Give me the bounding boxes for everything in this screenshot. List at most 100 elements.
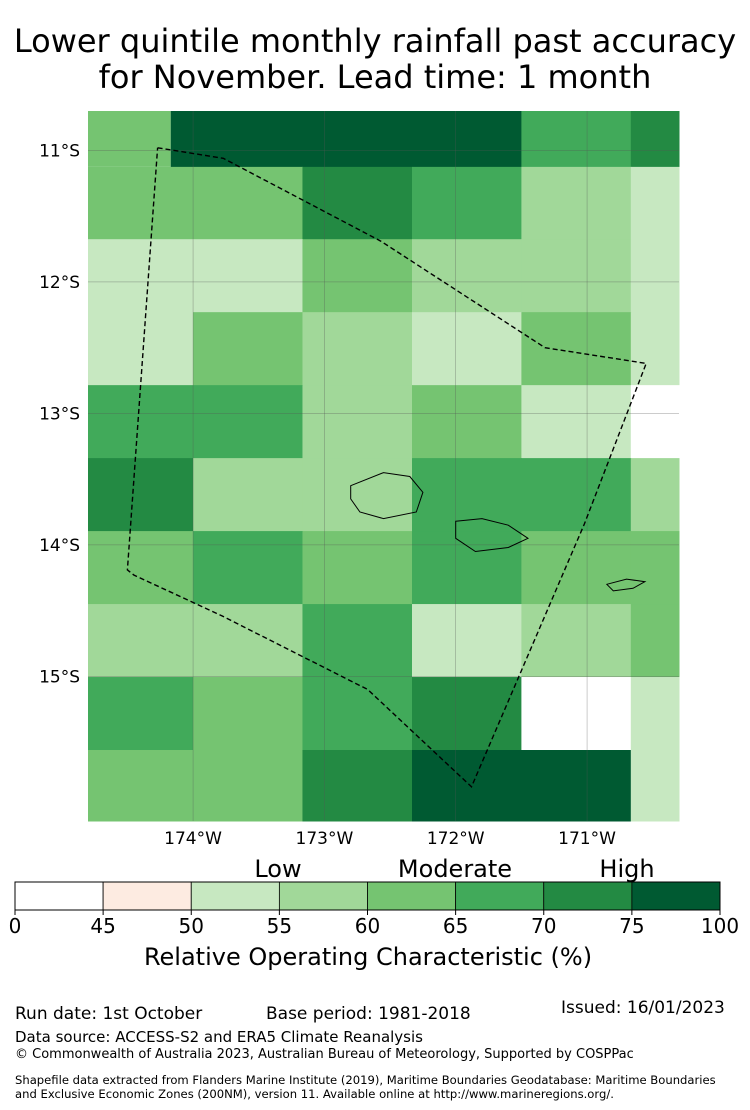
shapefile-credit-line-2: and Exclusive Economic Zones (200NM), ve… — [15, 1087, 614, 1101]
colorbar-tick-label: 45 — [90, 914, 115, 938]
grid-cell — [88, 312, 194, 386]
grid-cell — [630, 677, 680, 751]
grid-cell — [521, 312, 632, 386]
colorbar-tick-label: 100 — [701, 914, 739, 938]
grid-cell — [88, 239, 194, 313]
grid-cell — [521, 458, 632, 532]
latitude-label: 14°S — [39, 536, 80, 556]
grid-cell — [521, 239, 632, 313]
island-outline — [350, 472, 424, 520]
grid-cell — [411, 239, 522, 313]
grid-cell — [411, 677, 522, 751]
legend-category-moderate: Moderate — [398, 855, 512, 883]
latitude-label: 15°S — [39, 667, 80, 687]
island-outline — [455, 518, 530, 553]
land-outlines — [350, 472, 647, 592]
colorbar-tick-label: 70 — [531, 914, 556, 938]
grid-cell — [630, 239, 680, 313]
latitude-label: 11°S — [39, 141, 80, 161]
grid-cell — [193, 312, 303, 386]
grid-cell — [302, 677, 413, 751]
colorbar — [14, 881, 721, 911]
grid-cell — [302, 458, 413, 532]
colorbar-ticks: 0 45 50 55 60 65 70 75 100 — [9, 910, 739, 938]
grid-cell — [193, 604, 303, 678]
grid-cell — [630, 166, 680, 240]
shapefile-credit-line-1: Shapefile data extracted from Flanders M… — [15, 1073, 716, 1087]
colorbar-bin — [14, 881, 104, 911]
grid-cell — [88, 385, 194, 459]
grid-cell — [521, 531, 632, 605]
grid-cell — [411, 458, 522, 532]
grid-cell — [630, 531, 680, 605]
grid-cell — [88, 166, 194, 240]
accuracy-figure: Lower quintile monthly rainfall past acc… — [9, 22, 739, 971]
grid-cell — [193, 750, 303, 822]
grid-cell — [411, 750, 522, 822]
grid-cell — [302, 166, 413, 240]
run-date: Run date: 1st October — [15, 1004, 203, 1024]
colorbar-bin — [631, 881, 721, 911]
colorbar-tick-label: 55 — [267, 914, 292, 938]
grid-cell — [411, 111, 522, 168]
grid-cell — [302, 385, 413, 459]
grid-cell — [193, 458, 303, 532]
grid-cell — [521, 111, 632, 168]
grid-cell — [630, 458, 680, 532]
grid-cell — [170, 111, 194, 168]
colorbar-bin — [367, 881, 457, 911]
legend-category-low: Low — [254, 855, 301, 883]
grid-cell — [521, 166, 632, 240]
grid-cell — [88, 604, 194, 678]
colorbar-tick-label: 65 — [443, 914, 468, 938]
latitude-label: 13°S — [39, 404, 80, 424]
grid-cell — [411, 531, 522, 605]
colorbar-tick-label: 50 — [179, 914, 204, 938]
graticule — [88, 111, 679, 821]
grid-cell — [630, 385, 680, 459]
latitude-labels: 11°S 12°S 13°S 14°S 15°S — [39, 141, 80, 687]
colorbar-bin — [455, 881, 545, 911]
grid-cell — [521, 604, 632, 678]
grid-cell — [193, 385, 303, 459]
issued-date: Issued: 16/01/2023 — [561, 998, 725, 1018]
longitude-labels: 174°W 173°W 172°W 171°W — [164, 829, 616, 849]
longitude-label: 172°W — [427, 829, 485, 849]
colorbar-legend: Low Moderate High 0 45 50 55 60 65 70 75 100 Rel… — [9, 855, 739, 971]
colorbar-tick-label: 60 — [355, 914, 380, 938]
grid-cell — [411, 166, 522, 240]
grid-cell — [302, 111, 413, 168]
grid-cell — [88, 750, 194, 822]
latitude-label: 12°S — [39, 273, 80, 293]
legend-category-high: High — [599, 855, 654, 883]
grid-cell — [193, 677, 303, 751]
longitude-label: 174°W — [164, 829, 222, 849]
grid-cell — [88, 458, 194, 532]
grid-cell — [630, 604, 680, 678]
grid-cell — [193, 239, 303, 313]
colorbar-bin — [190, 881, 280, 911]
grid-cell — [88, 111, 171, 167]
grid-cell — [521, 750, 632, 822]
eez-boundary — [126, 147, 648, 788]
island-outline — [605, 578, 647, 592]
grid-cell — [302, 531, 413, 605]
grid-cell — [193, 166, 303, 240]
grid-cell — [630, 750, 680, 822]
title-line-2: for November. Lead time: 1 month — [99, 58, 652, 96]
copyright-notice: © Commonwealth of Australia 2023, Austra… — [15, 1047, 634, 1062]
grid-cell — [411, 385, 522, 459]
grid-cell — [302, 312, 413, 386]
grid-cell — [88, 677, 194, 751]
grid-cell — [521, 385, 632, 459]
data-source: Data source: ACCESS-S2 and ERA5 Climate … — [15, 1028, 423, 1046]
map-panel: 11°S 12°S 13°S 14°S 15°S 174°W 173°W 172°W 171°… — [39, 111, 680, 849]
longitude-label: 171°W — [558, 829, 616, 849]
grid-cell — [630, 312, 680, 386]
grid-cell — [193, 531, 303, 605]
grid-cell — [302, 239, 413, 313]
colorbar-tick-label: 75 — [619, 914, 644, 938]
title-line-1: Lower quintile monthly rainfall past acc… — [14, 22, 736, 60]
longitude-label: 173°W — [296, 829, 354, 849]
